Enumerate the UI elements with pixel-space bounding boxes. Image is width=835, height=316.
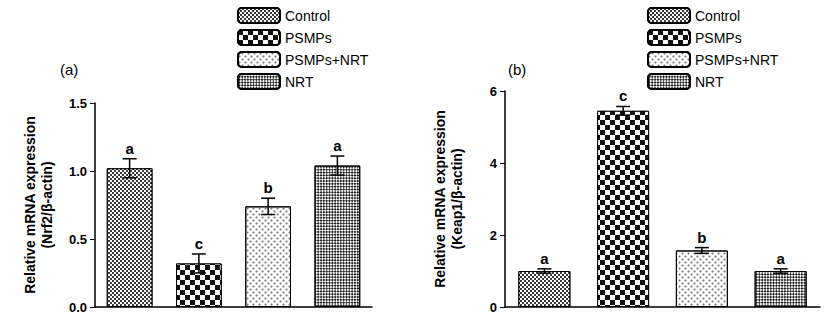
- svg-text:b: b: [264, 179, 273, 196]
- svg-text:a: a: [540, 250, 549, 267]
- svg-text:4: 4: [490, 156, 498, 171]
- svg-text:PSMPs+NRT: PSMPs+NRT: [695, 52, 779, 68]
- svg-text:1.0: 1.0: [69, 164, 87, 179]
- svg-text:Relative mRNA expression: Relative mRNA expression: [22, 116, 38, 294]
- svg-text:NRT: NRT: [695, 74, 724, 90]
- svg-text:c: c: [619, 87, 627, 104]
- svg-text:PSMPs: PSMPs: [695, 30, 742, 46]
- svg-text:a: a: [125, 140, 134, 157]
- svg-text:NRT: NRT: [285, 74, 314, 90]
- svg-text:PSMPs: PSMPs: [285, 30, 332, 46]
- svg-text:c: c: [195, 235, 203, 252]
- svg-text:(b): (b): [508, 61, 526, 78]
- svg-text:1.5: 1.5: [69, 96, 87, 111]
- svg-text:0: 0: [490, 300, 497, 315]
- svg-text:b: b: [697, 229, 706, 246]
- svg-text:a: a: [776, 250, 785, 267]
- svg-text:6: 6: [490, 84, 497, 99]
- svg-text:(a): (a): [60, 61, 78, 78]
- svg-text:PSMPs+NRT: PSMPs+NRT: [285, 52, 369, 68]
- svg-text:Control: Control: [695, 8, 740, 24]
- svg-text:0.5: 0.5: [69, 232, 87, 247]
- svg-text:2: 2: [490, 228, 497, 243]
- svg-text:a: a: [333, 137, 342, 154]
- svg-text:0.0: 0.0: [69, 300, 87, 315]
- svg-text:Control: Control: [285, 8, 330, 24]
- svg-text:(Keap1/β-actin): (Keap1/β-actin): [449, 148, 465, 249]
- svg-text:(Nrf2/β-actin): (Nrf2/β-actin): [39, 161, 55, 248]
- svg-text:Relative mRNA expression: Relative mRNA expression: [432, 110, 448, 288]
